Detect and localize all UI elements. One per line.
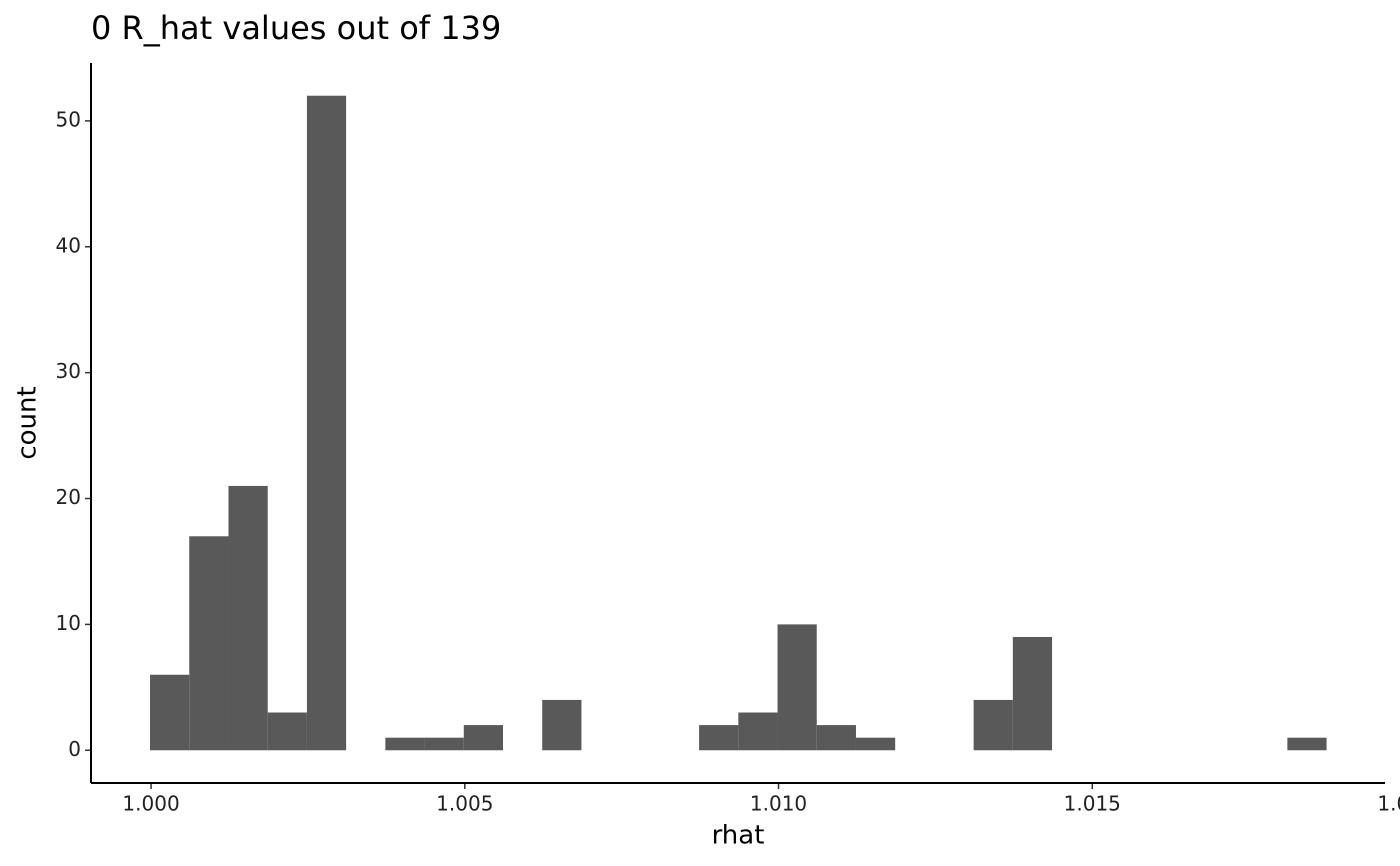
bar <box>424 737 464 751</box>
y-tick-label: 10 <box>56 611 81 635</box>
bar <box>463 725 504 751</box>
bar <box>542 699 582 751</box>
bar <box>306 95 347 751</box>
bar <box>1012 636 1053 751</box>
y-tick-label: 40 <box>56 233 81 257</box>
bar <box>228 485 268 751</box>
y-axis-label: count <box>13 386 43 459</box>
x-tick-label: 1.020 <box>1377 792 1400 816</box>
y-tick-label: 30 <box>56 359 81 383</box>
y-tick-label: 20 <box>56 485 81 509</box>
x-tick-label: 1.005 <box>436 792 493 816</box>
bar <box>855 737 896 751</box>
bar <box>777 624 817 751</box>
chart-title: 0 R_hat values out of 139 <box>91 9 501 47</box>
bar <box>267 712 307 751</box>
x-tick-label: 1.010 <box>750 792 807 816</box>
bar <box>1287 737 1327 751</box>
bar <box>816 725 856 751</box>
x-tick-label: 1.000 <box>122 792 179 816</box>
bar <box>699 725 739 751</box>
y-tick-label: 0 <box>68 737 81 761</box>
bar <box>150 674 190 751</box>
bar <box>973 699 1013 751</box>
bar <box>738 712 778 751</box>
bar <box>189 536 229 751</box>
bar <box>385 737 425 751</box>
x-axis-label: rhat <box>712 821 765 851</box>
y-tick-label: 50 <box>56 107 81 131</box>
x-tick-label: 1.015 <box>1064 792 1121 816</box>
